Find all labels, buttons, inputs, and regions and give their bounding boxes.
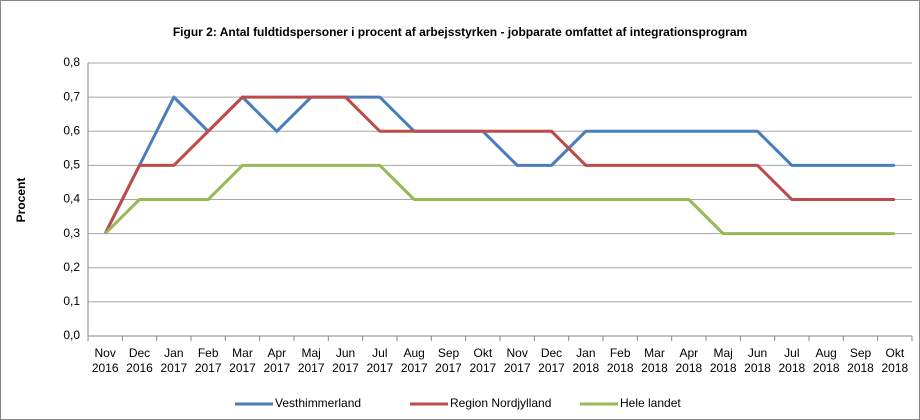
x-tick-label: Maj 2018	[710, 346, 737, 375]
y-tick-label: 0,6	[63, 123, 80, 137]
y-tick-label: 0,0	[63, 328, 80, 342]
x-tick-label: Jul 2018	[778, 346, 805, 375]
x-tick-label: Okt 2018	[881, 346, 908, 375]
x-tick-label: Maj 2017	[298, 346, 325, 375]
series-line	[103, 95, 895, 235]
x-tick-label: Jan 2018	[572, 346, 599, 375]
x-tick-label: Nov 2017	[504, 346, 531, 375]
x-tick-label: Okt 2017	[469, 346, 496, 375]
x-tick-label: Apr 2018	[675, 346, 702, 375]
series-line	[104, 163, 895, 236]
legend-label: Vesthimmerland	[275, 396, 361, 410]
x-tick-label: Jan 2017	[160, 346, 187, 375]
y-tick-label: 0,2	[63, 260, 80, 274]
x-tick-label: Dec 2017	[538, 346, 565, 375]
y-axis-label: Procent	[14, 178, 28, 223]
x-tick-label: Jul 2017	[366, 346, 393, 375]
x-tick-label: Feb 2017	[195, 346, 222, 375]
x-tick-label: Sep 2017	[435, 346, 462, 375]
y-tick-label: 0,1	[63, 294, 80, 308]
x-tick-label: Dec 2016	[126, 346, 153, 375]
x-tick-label: Aug 2017	[401, 346, 428, 375]
x-tick-label: Mar 2018	[641, 346, 668, 375]
y-tick-label: 0,8	[63, 55, 80, 69]
x-tick-label: Jun 2017	[332, 346, 359, 375]
x-tick-label: Nov 2016	[92, 346, 119, 375]
chart-title: Figur 2: Antal fuldtidspersoner i procen…	[173, 25, 747, 39]
y-tick-label: 0,5	[63, 158, 80, 172]
x-tick-label: Aug 2018	[813, 346, 840, 375]
y-tick-label: 0,3	[63, 226, 80, 240]
x-tick-label: Feb 2018	[607, 346, 634, 375]
y-tick-label: 0,4	[63, 192, 80, 206]
x-tick-label: Jun 2018	[744, 346, 771, 375]
x-tick-label: Mar 2017	[229, 346, 256, 375]
x-tick-label: Apr 2017	[263, 346, 290, 375]
legend-label: Hele landet	[620, 396, 681, 410]
y-tick-label: 0,7	[63, 89, 80, 103]
x-tick-label: Sep 2018	[847, 346, 874, 375]
legend-label: Region Nordjylland	[450, 396, 551, 410]
